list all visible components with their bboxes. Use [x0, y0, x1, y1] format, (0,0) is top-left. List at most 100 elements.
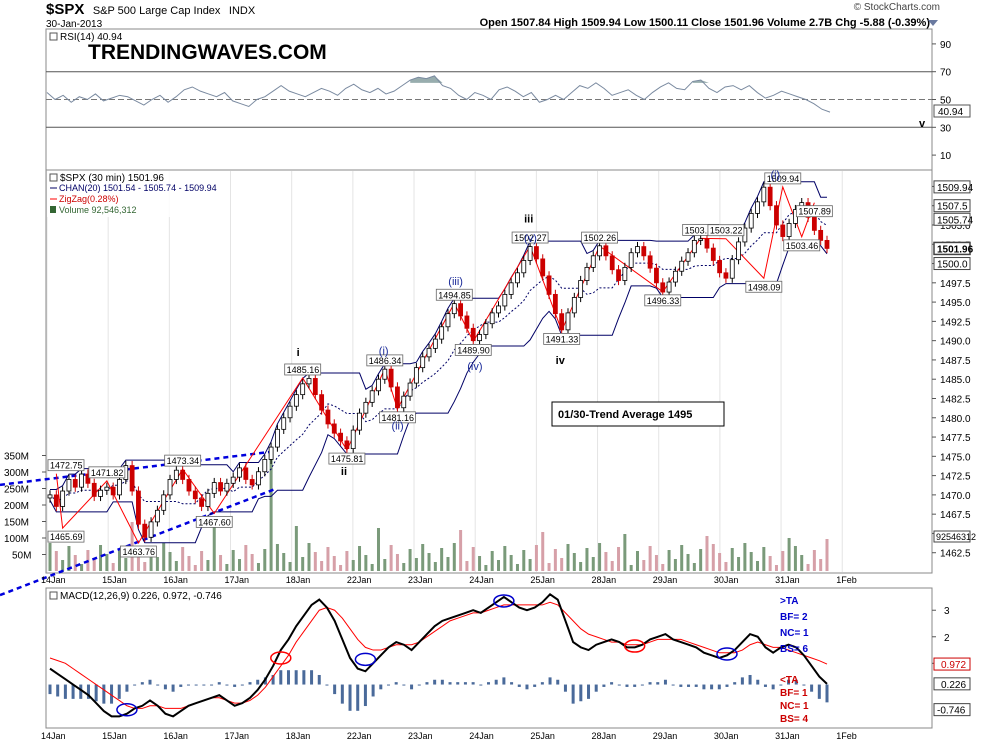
volume-bar: [730, 548, 734, 571]
swing-label: 1471.82: [91, 468, 124, 478]
rsi-tick-label: 10: [940, 151, 952, 162]
candle-body: [647, 255, 653, 269]
swing-label-box: [795, 205, 833, 218]
candle-body: [811, 216, 817, 231]
candle-body: [755, 201, 760, 214]
swing-label: 1467.60: [198, 517, 231, 527]
trend-annotation: 01/30-Trend Average 1495: [558, 409, 692, 421]
swing-label: 1494.85: [438, 290, 471, 300]
volume-bar: [263, 549, 267, 571]
price-tick-label: 1480.0: [940, 414, 971, 425]
volume-bar: [370, 564, 374, 571]
volume-bar: [667, 550, 671, 571]
macd-histogram-bar: [502, 677, 506, 685]
candle-body: [502, 293, 508, 307]
volume-bar: [124, 558, 128, 571]
rsi-last-tag: 40.94: [938, 107, 963, 118]
candle-body: [748, 213, 754, 229]
volume-bar: [440, 548, 444, 571]
wave-label: (ii): [391, 420, 403, 432]
macd-histogram-bar: [663, 679, 667, 685]
chart-header: $SPX S&P 500 Large Cap Index INDX: [46, 1, 255, 19]
swing-label-box: [783, 239, 821, 252]
macd-histogram-bar: [687, 684, 691, 687]
symbol-title: $SPX: [46, 1, 85, 18]
candle-body: [211, 482, 217, 494]
swing-label: 1481.16: [381, 413, 414, 423]
x-tick-label: 16Jan: [163, 575, 188, 585]
candle-body: [325, 409, 331, 425]
volume-bar: [762, 547, 766, 571]
swing-label-box: [543, 332, 581, 345]
candle-body: [85, 473, 91, 484]
x-tick-label: 18Jan: [286, 731, 311, 741]
volume-bar: [793, 546, 797, 571]
macd-histogram-bar: [163, 684, 167, 690]
volume-bar: [155, 557, 159, 571]
price-tick-label: 1485.0: [940, 375, 971, 386]
macd-histogram-bar: [125, 684, 129, 692]
volume-bar: [623, 534, 627, 571]
volume-bar: [389, 545, 393, 571]
macd-histogram-bar: [817, 684, 821, 699]
legend-volume: Volume 92,546,312: [59, 205, 137, 215]
macd-swatch: [49, 591, 58, 600]
candle-body: [451, 303, 457, 315]
volume-bar: [111, 563, 115, 571]
volume-bar: [585, 548, 589, 571]
bearish-cross-marker: [623, 639, 646, 653]
candle-body: [515, 272, 520, 284]
candle-body: [540, 258, 546, 277]
symbol-name: S&P 500 Large Cap Index: [92, 5, 221, 17]
macd-histogram-bar: [510, 682, 514, 685]
candle-body: [622, 266, 628, 281]
volume-bar: [282, 553, 286, 571]
volume-bar: [528, 559, 532, 571]
macd-histogram-bar: [363, 684, 367, 707]
volume-bar: [711, 544, 715, 571]
macd-histogram-bar: [202, 684, 206, 686]
candle-body: [584, 266, 590, 281]
volume-bar: [680, 545, 684, 571]
volume-bar: [534, 545, 538, 571]
wave-label: ii: [341, 466, 347, 478]
macd-tag-box: [933, 677, 971, 691]
swing-label-box: [379, 411, 416, 424]
candle-body: [72, 479, 78, 488]
swing-label: 1465.69: [50, 532, 83, 542]
x-tick-label: 29Jan: [653, 575, 678, 585]
macd-histogram-bar: [94, 684, 98, 702]
macd-histogram-bar: [356, 684, 360, 711]
candle-body: [256, 471, 261, 486]
candle-body: [110, 486, 116, 496]
candle-body: [571, 297, 577, 314]
volume-bar: [395, 554, 399, 571]
x-tick-label: 30Jan: [714, 731, 739, 741]
volume-bar: [604, 552, 608, 571]
volume-bar: [617, 547, 621, 571]
candle-body: [249, 479, 255, 486]
volume-bar: [269, 459, 273, 571]
chevron-down-icon[interactable]: [928, 20, 938, 26]
swing-label-box: [120, 545, 157, 558]
volume-bar: [661, 564, 665, 571]
volume-bar: [433, 562, 437, 571]
volume-bar: [414, 558, 418, 571]
candle-body: [79, 473, 84, 488]
price-title: $SPX (30 min) 1501.96: [60, 173, 164, 184]
macd-histogram-bar: [394, 682, 398, 685]
macd-histogram-bar: [433, 679, 437, 685]
macd-histogram-bar: [440, 679, 444, 685]
zigzag-line: [55, 185, 815, 545]
swing-label: 1496.33: [647, 296, 680, 306]
price-tick-label: 1467.5: [940, 510, 971, 521]
macd-histogram-bar: [410, 684, 414, 690]
candle-body: [262, 459, 268, 473]
macd-histogram-bar: [248, 682, 252, 685]
volume-bar: [402, 563, 406, 571]
price-tick-label: 1492.5: [940, 317, 971, 328]
swing-label-box: [366, 354, 404, 367]
swing-label-box: [47, 530, 85, 543]
x-tick-label: 22Jan: [347, 575, 372, 585]
volume-bar: [465, 561, 469, 571]
